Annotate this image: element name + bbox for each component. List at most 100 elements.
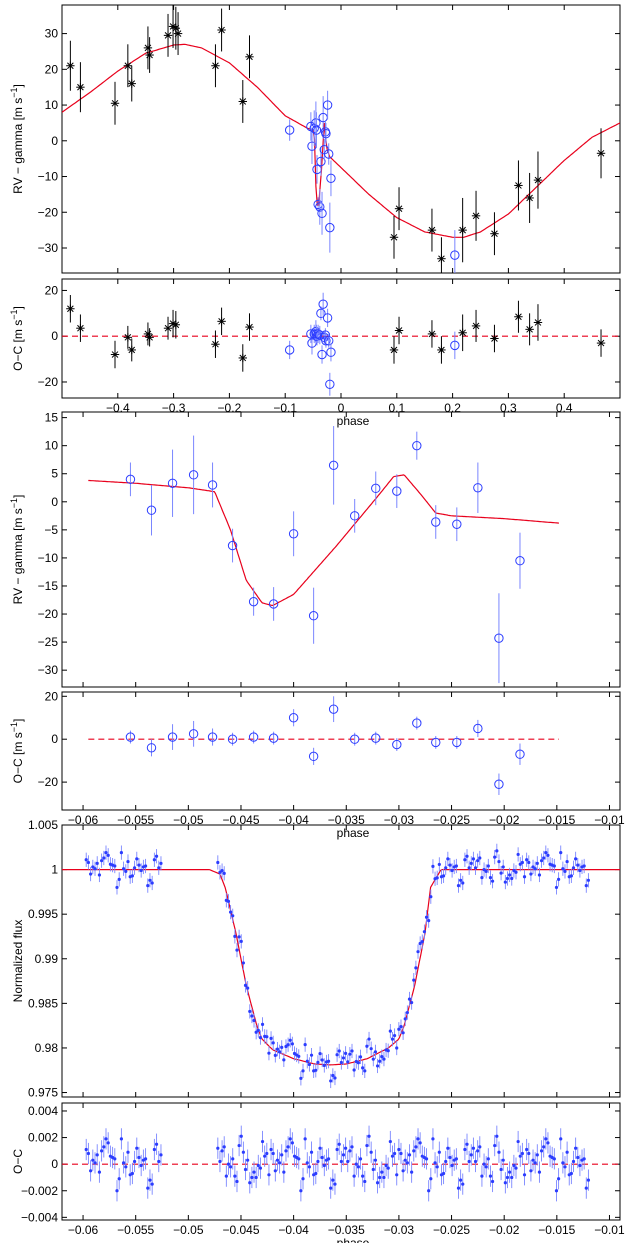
data-point	[309, 1053, 314, 1057]
data-point	[424, 915, 429, 919]
data-point	[512, 1163, 516, 1168]
data-point	[93, 867, 97, 871]
x-tick-label: 0.4	[556, 401, 573, 415]
data-point	[471, 211, 481, 221]
data-point	[273, 1053, 277, 1057]
y-tick-label: 0	[51, 732, 58, 746]
data-point	[349, 734, 360, 744]
data-point	[427, 329, 437, 339]
data-point	[510, 876, 514, 881]
data-point	[418, 1141, 422, 1145]
data-point	[488, 876, 493, 880]
data-point	[450, 340, 460, 351]
data-point	[320, 1058, 324, 1062]
data-point	[132, 866, 137, 870]
data-point	[326, 347, 336, 357]
data-point	[539, 859, 544, 863]
data-point	[410, 1000, 414, 1005]
data-point	[76, 324, 85, 333]
data-point	[132, 1159, 137, 1164]
plot-area	[62, 292, 620, 396]
data-point	[399, 1151, 403, 1156]
data-point	[394, 326, 404, 335]
data-point	[497, 859, 501, 864]
data-point	[508, 1170, 512, 1174]
data-point	[339, 1159, 343, 1164]
data-point	[188, 470, 199, 480]
y-tick-label: 0.002	[28, 1131, 58, 1145]
data-point	[349, 511, 360, 521]
data-point	[226, 899, 231, 903]
y-tick-label: 0	[51, 1157, 58, 1171]
oc-zoom-panel: −20 0 20 −0.06 −0.055 −0.05 −0.045 −0.04 −0.035 −…	[9, 689, 625, 840]
x-tick-label: −0.3	[162, 401, 186, 415]
data-point	[559, 851, 563, 855]
data-point	[403, 1017, 407, 1021]
y-tick-label: 0	[51, 134, 58, 148]
data-point	[454, 864, 458, 868]
data-point	[446, 857, 450, 861]
data-point	[476, 859, 480, 863]
data-point	[499, 1167, 503, 1172]
data-point	[84, 1147, 88, 1152]
data-point	[561, 867, 565, 871]
data-point	[167, 732, 178, 742]
data-point	[435, 1165, 439, 1169]
data-point	[412, 718, 422, 728]
data-point	[275, 1158, 280, 1162]
data-point	[469, 861, 473, 865]
data-point	[277, 1050, 282, 1054]
data-point	[431, 517, 441, 527]
data-point	[211, 61, 220, 70]
data-point	[403, 1158, 407, 1162]
data-point	[407, 1153, 412, 1157]
data-point	[248, 1181, 252, 1185]
data-point	[228, 1165, 233, 1169]
data-point	[145, 333, 154, 342]
data-point	[478, 1145, 482, 1149]
data-point	[559, 1137, 563, 1141]
data-point	[535, 1153, 539, 1157]
data-point	[414, 1145, 418, 1149]
data-point	[246, 1158, 250, 1162]
y-tick-label: 20	[45, 283, 59, 297]
data-point	[218, 1159, 222, 1164]
data-point	[135, 857, 139, 861]
data-point	[220, 1149, 224, 1153]
data-point	[235, 1179, 239, 1184]
data-point	[473, 723, 483, 734]
data-point	[392, 1151, 397, 1156]
data-point	[584, 884, 588, 888]
data-point	[348, 1052, 352, 1056]
data-point	[284, 1149, 288, 1153]
data-point	[256, 1028, 260, 1032]
data-point	[145, 50, 154, 60]
data-point	[386, 1049, 390, 1053]
x-tick-label: −0.03	[384, 813, 415, 827]
data-point	[437, 254, 446, 263]
y-tick-label: −15	[38, 579, 59, 593]
data-point	[288, 529, 299, 539]
y-tick-label: 5	[51, 467, 58, 481]
data-point	[286, 1145, 290, 1149]
x-tick-label: −0.015	[538, 813, 575, 827]
data-point	[578, 1163, 582, 1168]
data-point	[544, 1137, 548, 1141]
data-point	[371, 733, 381, 743]
data-point	[407, 997, 412, 1001]
data-point	[315, 202, 325, 212]
data-point	[542, 856, 546, 860]
data-point	[243, 983, 248, 987]
data-point	[535, 861, 539, 865]
data-point	[217, 317, 226, 326]
x-tick-label: 0.1	[388, 401, 405, 415]
data-point	[520, 1151, 524, 1156]
data-point	[148, 878, 152, 882]
axes-frame	[61, 1102, 621, 1221]
data-point	[288, 1038, 292, 1042]
data-point	[388, 1029, 392, 1033]
y-tick-label: 0.98	[35, 1041, 59, 1055]
data-point	[123, 61, 133, 70]
data-point	[227, 540, 238, 551]
